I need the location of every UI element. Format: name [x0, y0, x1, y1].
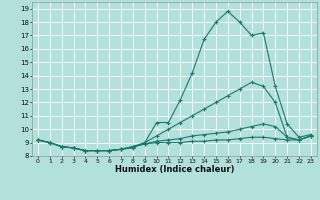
X-axis label: Humidex (Indice chaleur): Humidex (Indice chaleur): [115, 165, 234, 174]
